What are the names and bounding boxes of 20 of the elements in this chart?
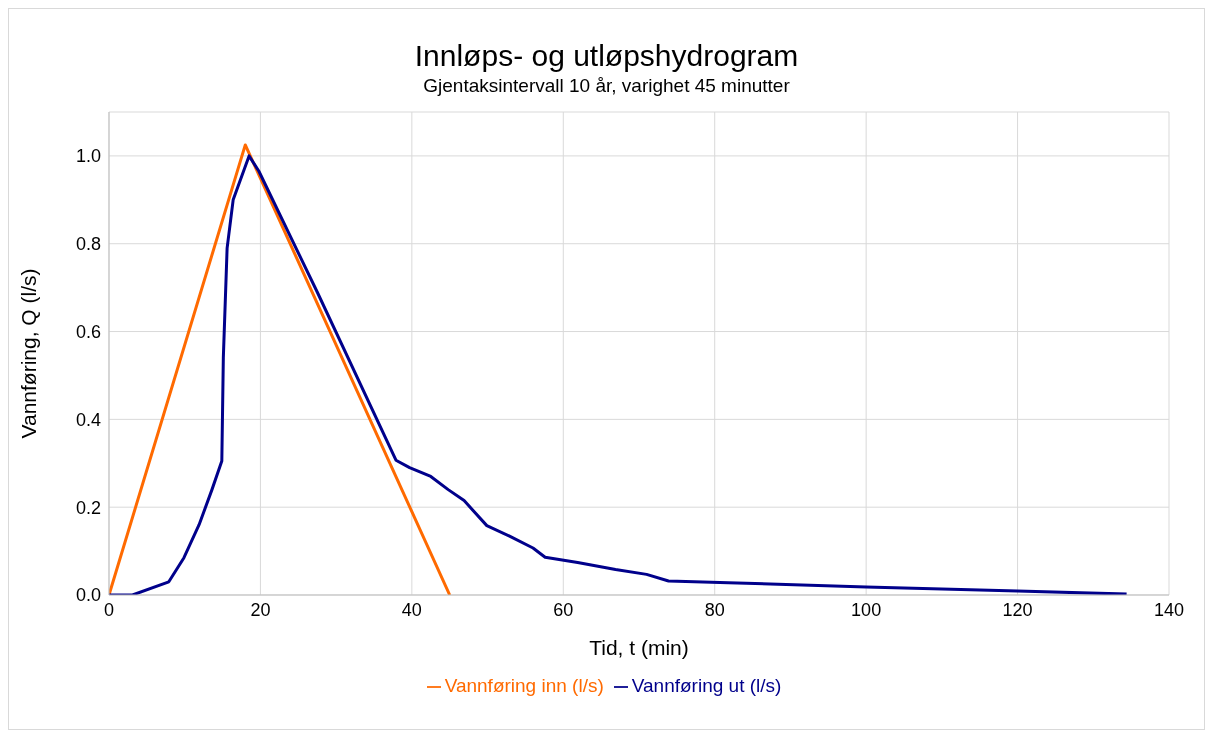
legend-label: Vannføring ut (l/s)	[631, 675, 782, 696]
x-tick-label: 40	[401, 599, 422, 620]
x-tick-label: 20	[250, 599, 271, 620]
y-tick-label: 0.8	[75, 234, 101, 255]
y-axis-title: Vannføring, Q (l/s)	[17, 268, 41, 439]
x-axis-title: Tid, t (min)	[589, 636, 689, 659]
y-tick-label: 0.6	[75, 321, 101, 342]
y-tick-label: 0.0	[75, 585, 101, 606]
y-tick-label: 0.4	[75, 409, 101, 430]
x-tick-label: 100	[851, 599, 882, 620]
y-tick-label: 1.0	[75, 146, 101, 167]
x-tick-label: 140	[1153, 599, 1185, 620]
x-tick-label: 60	[553, 599, 574, 620]
legend-label: Vannføring inn (l/s)	[444, 675, 604, 696]
x-tick-label: 80	[704, 599, 725, 620]
chart-subtitle: Gjentaksintervall 10 år, varighet 45 minutter	[422, 75, 791, 97]
x-tick-label: 120	[1002, 599, 1033, 620]
chart-title: Innløps- og utløpshydrogram	[413, 39, 800, 73]
x-tick-label: 0	[103, 599, 115, 620]
y-tick-label: 0.2	[75, 497, 101, 518]
